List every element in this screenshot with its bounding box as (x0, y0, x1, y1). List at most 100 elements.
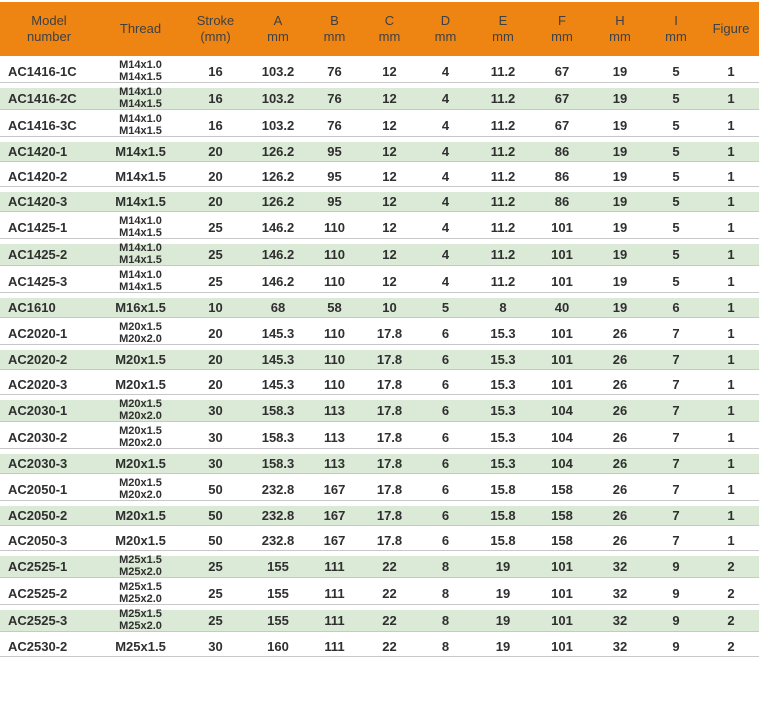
cell-a: 145.3 (248, 373, 308, 398)
cell-h: 32 (591, 581, 649, 608)
cell-stroke: 20 (183, 165, 248, 190)
cell-h: 26 (591, 321, 649, 348)
cell-d: 6 (418, 373, 473, 398)
cell-model: AC1425-2 (0, 242, 98, 269)
cell-thread: M14x1.5 (98, 165, 183, 190)
cell-i: 9 (649, 554, 703, 581)
column-header-thread: Thread (98, 2, 183, 59)
cell-a: 145.3 (248, 348, 308, 373)
cell-e: 11.2 (473, 140, 533, 165)
cell-f: 101 (533, 608, 591, 635)
cell-thread: M20x1.5 (98, 373, 183, 398)
cell-model: AC2030-3 (0, 452, 98, 477)
cell-stroke: 20 (183, 348, 248, 373)
cell-c: 12 (361, 269, 418, 296)
cell-model: AC2525-1 (0, 554, 98, 581)
spec-table-body: AC1416-1C M14x1.0 M14x1.5 16 103.2 76 12 4 11.2 6… (0, 59, 759, 660)
cell-a: 155 (248, 554, 308, 581)
cell-figure: 1 (703, 477, 759, 504)
cell-i: 7 (649, 398, 703, 425)
cell-b: 167 (308, 477, 361, 504)
cell-model: AC2050-1 (0, 477, 98, 504)
column-header-stroke: Stroke (mm) (183, 2, 248, 59)
cell-h: 19 (591, 140, 649, 165)
cell-stroke: 20 (183, 190, 248, 215)
cell-a: 145.3 (248, 321, 308, 348)
cell-figure: 1 (703, 452, 759, 477)
cell-model: AC2525-2 (0, 581, 98, 608)
cell-d: 4 (418, 113, 473, 140)
cell-model: AC2020-3 (0, 373, 98, 398)
cell-d: 6 (418, 452, 473, 477)
cell-a: 158.3 (248, 398, 308, 425)
cell-h: 19 (591, 269, 649, 296)
cell-figure: 2 (703, 581, 759, 608)
cell-figure: 1 (703, 348, 759, 373)
cell-b: 76 (308, 59, 361, 86)
cell-f: 158 (533, 477, 591, 504)
cell-i: 5 (649, 86, 703, 113)
cell-h: 26 (591, 348, 649, 373)
cell-c: 17.8 (361, 321, 418, 348)
cell-e: 8 (473, 296, 533, 321)
cell-b: 110 (308, 269, 361, 296)
cell-c: 17.8 (361, 373, 418, 398)
cell-f: 101 (533, 554, 591, 581)
cell-a: 103.2 (248, 113, 308, 140)
cell-f: 86 (533, 165, 591, 190)
cell-thread: M14x1.0 M14x1.5 (98, 59, 183, 86)
table-row: AC2020-3 M20x1.5 20 145.3 110 17.8 6 15.3 101 26 7… (0, 373, 759, 398)
table-row: AC2050-1 M20x1.5 M20x2.0 50 232.8 167 17.8 6 15.… (0, 477, 759, 504)
cell-f: 101 (533, 242, 591, 269)
cell-f: 101 (533, 215, 591, 242)
cell-figure: 1 (703, 504, 759, 529)
cell-c: 17.8 (361, 529, 418, 554)
cell-i: 7 (649, 477, 703, 504)
cell-figure: 1 (703, 425, 759, 452)
table-row: AC1420-1 M14x1.5 20 126.2 95 12 4 11.2 86 19 5 1 (0, 140, 759, 165)
cell-c: 12 (361, 113, 418, 140)
cell-i: 9 (649, 635, 703, 660)
table-row: AC1425-3 M14x1.0 M14x1.5 25 146.2 110 12 4 11.2 1… (0, 269, 759, 296)
cell-figure: 2 (703, 608, 759, 635)
cell-e: 11.2 (473, 242, 533, 269)
cell-figure: 1 (703, 190, 759, 215)
cell-c: 22 (361, 635, 418, 660)
cell-d: 6 (418, 477, 473, 504)
cell-f: 104 (533, 452, 591, 477)
cell-thread: M25x1.5 M25x2.0 (98, 581, 183, 608)
cell-model: AC1425-3 (0, 269, 98, 296)
cell-thread: M14x1.0 M14x1.5 (98, 269, 183, 296)
cell-a: 158.3 (248, 452, 308, 477)
cell-f: 67 (533, 86, 591, 113)
cell-f: 40 (533, 296, 591, 321)
cell-a: 103.2 (248, 86, 308, 113)
cell-figure: 1 (703, 59, 759, 86)
cell-model: AC2530-2 (0, 635, 98, 660)
table-row: AC2030-3 M20x1.5 30 158.3 113 17.8 6 15.3 104 26 7… (0, 452, 759, 477)
cell-b: 113 (308, 452, 361, 477)
cell-b: 76 (308, 113, 361, 140)
cell-h: 32 (591, 608, 649, 635)
cell-h: 19 (591, 165, 649, 190)
cell-thread: M20x1.5 (98, 452, 183, 477)
cell-e: 11.2 (473, 190, 533, 215)
cell-d: 8 (418, 581, 473, 608)
cell-model: AC1416-3C (0, 113, 98, 140)
cell-model: AC2525-3 (0, 608, 98, 635)
table-row: AC2050-3 M20x1.5 50 232.8 167 17.8 6 15.8 158 26 7… (0, 529, 759, 554)
cell-thread: M14x1.0 M14x1.5 (98, 86, 183, 113)
cell-d: 6 (418, 504, 473, 529)
cell-h: 32 (591, 554, 649, 581)
cell-i: 9 (649, 581, 703, 608)
cell-i: 6 (649, 296, 703, 321)
table-row: AC1610 M16x1.5 10 68 58 10 5 8 40 19 6 1 (0, 296, 759, 321)
cell-i: 5 (649, 165, 703, 190)
cell-thread: M20x1.5 M20x2.0 (98, 398, 183, 425)
cell-h: 19 (591, 59, 649, 86)
cell-d: 4 (418, 59, 473, 86)
